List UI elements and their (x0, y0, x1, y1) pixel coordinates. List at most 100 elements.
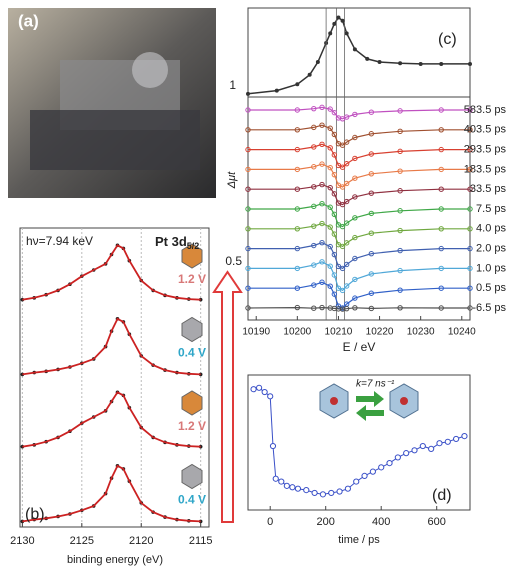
data-point (339, 164, 346, 170)
nanoparticle-icon (181, 316, 203, 343)
panel-label: (c) (438, 31, 457, 48)
data-point (335, 263, 342, 270)
data-point (368, 109, 375, 115)
legend-label: 0.4 V (178, 346, 206, 360)
data-point (411, 447, 418, 454)
data-point (331, 211, 338, 217)
data-point (327, 184, 333, 191)
data-point (250, 386, 257, 393)
data-point (261, 388, 268, 396)
data-point (403, 450, 410, 457)
data-point (246, 91, 250, 96)
difference-line (248, 124, 470, 146)
data-point (294, 285, 301, 291)
difference-line (248, 242, 470, 270)
data-point (339, 287, 346, 294)
data-point (294, 186, 301, 192)
data-point (397, 168, 403, 174)
data-point (335, 303, 342, 309)
data-point (335, 285, 342, 291)
data-point (467, 127, 473, 133)
series-label: 2.0 ps (476, 243, 506, 255)
data-point (343, 160, 350, 167)
data-point (438, 146, 444, 153)
data-point (245, 285, 251, 291)
difference-line (248, 222, 470, 248)
x-tick-label: 10240 (448, 327, 476, 338)
data-point (428, 445, 435, 452)
arrow (356, 405, 384, 421)
difference-line (248, 261, 470, 292)
data-point (272, 475, 279, 482)
data-point (294, 206, 301, 212)
data-point (315, 60, 320, 65)
x-tick-label: 600 (428, 516, 446, 528)
data-point (397, 305, 403, 311)
data-point (353, 478, 360, 485)
series-label: 7.5 ps (476, 203, 506, 215)
annotation: k=7 ns⁻¹ (356, 379, 395, 390)
x-axis-label: E / eV (343, 340, 376, 354)
data-point (327, 263, 333, 269)
series-label: 583.5 ps (464, 104, 507, 116)
series-label: 293.5 ps (464, 144, 507, 156)
data-point (369, 468, 376, 475)
series-label: 33.5 ps (470, 183, 507, 195)
data-point (245, 186, 251, 192)
title-main: Pt 3d (155, 234, 187, 249)
x-tick-label: 10220 (366, 327, 394, 338)
data-point (419, 442, 426, 450)
data-point (245, 206, 251, 212)
y-axis-label: Δμt (226, 171, 238, 189)
series-label: 0.5 ps (476, 282, 506, 294)
data-point (339, 265, 346, 272)
data-point (368, 151, 375, 157)
data-point (467, 107, 473, 113)
data-point (245, 146, 251, 153)
data-point (311, 203, 317, 210)
data-point (467, 245, 473, 252)
data-point (397, 287, 403, 293)
data-point (343, 114, 350, 120)
data-point (438, 245, 444, 252)
data-point (398, 61, 403, 66)
data-point (295, 82, 300, 87)
data-point (343, 261, 350, 268)
panel-label: (a) (18, 11, 39, 30)
data-point (468, 61, 472, 66)
title-sub: 5/2 (187, 241, 200, 251)
data-point (368, 210, 375, 217)
data-point (327, 106, 333, 112)
data-point (278, 478, 285, 485)
data-point (327, 224, 333, 230)
data-point (311, 105, 317, 112)
data-point (294, 127, 301, 133)
annotation: hν=7.94 keV (26, 234, 93, 248)
data-point (343, 240, 350, 246)
difference-line (248, 143, 470, 168)
data-point (331, 109, 338, 116)
data-point (439, 61, 444, 66)
data-point (397, 267, 403, 274)
data-point (377, 60, 382, 65)
data-point (319, 122, 325, 128)
data-point (327, 204, 333, 210)
data-point (311, 489, 318, 497)
fit-line (253, 387, 465, 495)
data-point (331, 131, 338, 138)
data-point (438, 127, 444, 133)
data-point (368, 250, 375, 257)
difference-line (248, 183, 470, 206)
data-point (352, 234, 358, 241)
legend-label: 0.4 V (178, 493, 206, 507)
data-point (294, 265, 301, 272)
data-point (397, 148, 403, 155)
data-point (327, 145, 333, 151)
x-tick-label: 10210 (325, 327, 353, 338)
data-point (331, 152, 338, 158)
data-point (339, 142, 346, 148)
spectrum-line (247, 16, 470, 95)
data-point (397, 247, 403, 254)
data-point (352, 194, 358, 200)
data-point (245, 226, 251, 232)
